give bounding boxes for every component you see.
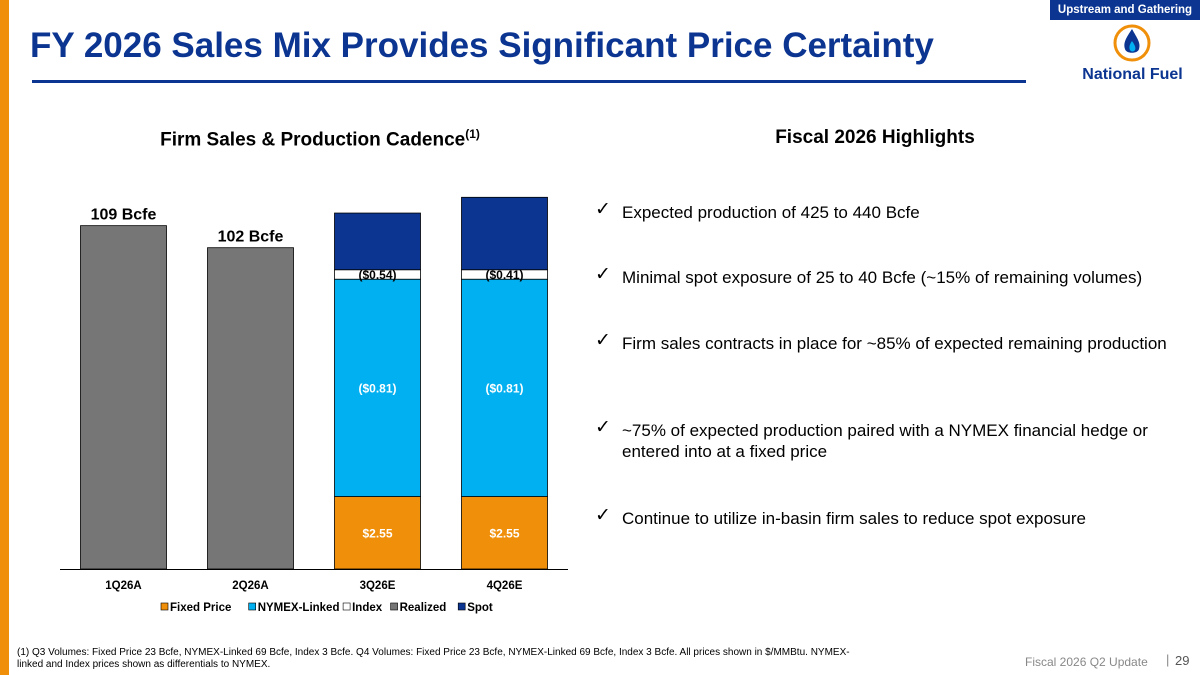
legend-swatch <box>160 602 169 611</box>
x-tick-label: 4Q26E <box>487 580 523 592</box>
bar-total-label: 109 Bcfe <box>91 207 157 224</box>
bar-segment <box>207 247 294 570</box>
bar-segment-label: ($0.81) <box>358 381 396 395</box>
x-tick-label: 2Q26A <box>232 580 268 592</box>
bar-total-label: 102 Bcfe <box>218 229 284 246</box>
page-number: 29 <box>1175 653 1190 668</box>
checkmark-icon: ✓ <box>595 329 611 351</box>
bar-segment-label: ($0.54) <box>358 268 396 282</box>
slide-title: FY 2026 Sales Mix Provides Significant P… <box>30 26 934 65</box>
bar-segment <box>80 225 167 570</box>
section-tag: Upstream and Gathering <box>1050 0 1200 20</box>
bar-segment-label: ($0.81) <box>485 381 523 395</box>
flame-logo-icon <box>1113 24 1151 62</box>
legend-swatch <box>342 602 351 611</box>
checkmark-icon: ✓ <box>595 504 611 526</box>
legend-label: Fixed Price <box>170 602 231 614</box>
highlight-text: Expected production of 425 to 440 Bcfe <box>622 203 920 222</box>
highlight-text: Firm sales contracts in place for ~85% o… <box>622 334 1167 353</box>
title-divider <box>32 80 1026 83</box>
left-accent-bar <box>0 0 9 675</box>
footer-separator: | <box>1166 652 1170 667</box>
chart-title: Firm Sales & Production Cadence(1) <box>160 127 480 151</box>
footnote: (1) Q3 Volumes: Fixed Price 23 Bcfe, NYM… <box>17 647 850 670</box>
bar-segment <box>334 212 421 271</box>
bar-segment-label: $2.55 <box>362 526 392 540</box>
checkmark-icon: ✓ <box>595 198 611 220</box>
highlight-text: Continue to utilize in-basin firm sales … <box>622 509 1086 528</box>
bar-segment <box>334 278 421 497</box>
legend-label: Spot <box>467 602 493 614</box>
checkmark-icon: ✓ <box>595 263 611 285</box>
bar-segment-label: $2.55 <box>489 526 519 540</box>
legend-label: NYMEX-Linked <box>258 602 340 614</box>
legend-label: Realized <box>400 602 447 614</box>
legend-swatch <box>248 602 256 611</box>
stacked-bar-chart: 109 Bcfe 1Q26A 102 Bcfe 2Q26A $2.55 ($0.81) ($… <box>60 196 568 614</box>
bar-segment-label: ($0.41) <box>485 268 523 282</box>
logo-wordmark: National Fuel <box>1082 66 1183 83</box>
x-tick-label: 1Q26A <box>105 580 141 592</box>
bar-segment <box>461 278 548 497</box>
checkmark-icon: ✓ <box>595 416 611 438</box>
national-fuel-logo: National Fuel <box>1075 24 1190 96</box>
highlights-title: Fiscal 2026 Highlights <box>775 127 975 148</box>
highlight-text: Minimal spot exposure of 25 to 40 Bcfe (… <box>622 268 1143 287</box>
legend-label: Index <box>352 602 383 614</box>
bar-segment <box>461 196 548 271</box>
legend-swatch <box>390 602 398 611</box>
highlight-text: ~75% of expected production paired with … <box>622 421 1148 461</box>
legend-swatch <box>457 602 466 611</box>
footer-label: Fiscal 2026 Q2 Update <box>1025 655 1148 669</box>
x-tick-label: 3Q26E <box>360 580 396 592</box>
